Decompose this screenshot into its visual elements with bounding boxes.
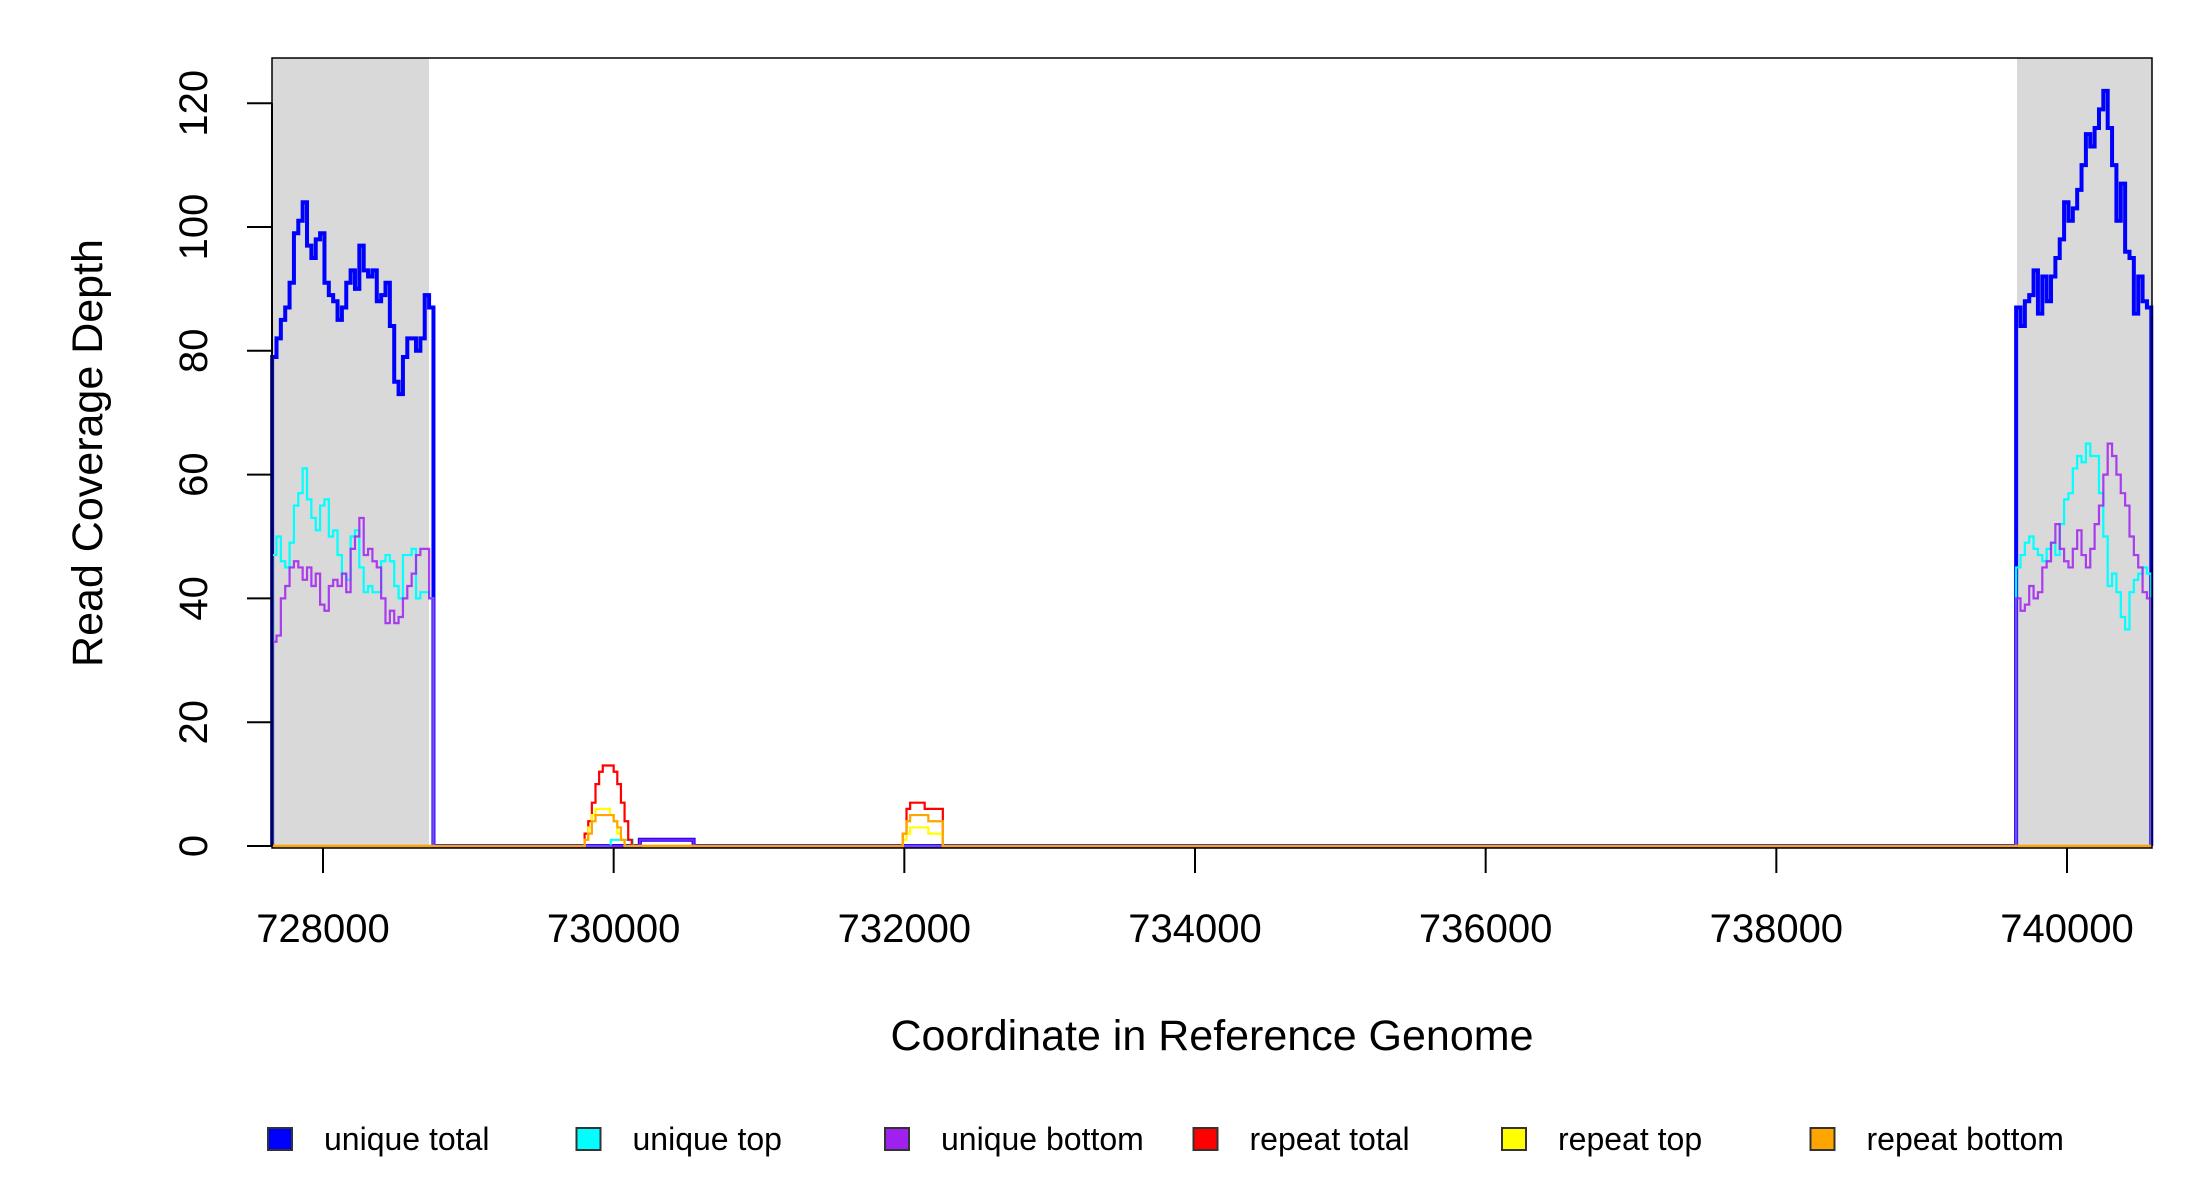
plot-frame — [271, 57, 2153, 849]
legend: unique total unique top unique bottom repea… — [267, 1121, 2064, 1157]
x-tick-label: 736000 — [1419, 907, 1552, 951]
x-tick-label: 734000 — [1128, 907, 1261, 951]
legend-label: repeat bottom — [1867, 1121, 2064, 1157]
x-axis: 728000 730000 732000 734000 736000 738000 7400… — [256, 848, 2134, 951]
legend-label: repeat top — [1558, 1121, 1702, 1157]
y-tick-label: 80 — [172, 329, 216, 374]
y-tick-label: 40 — [172, 576, 216, 621]
series-line-repeat-total — [272, 764, 2152, 848]
x-axis-title: Coordinate in Reference Genome — [891, 1012, 1534, 1060]
legend-swatch — [1501, 1127, 1527, 1151]
y-tick-label: 100 — [172, 194, 216, 261]
y-axis: 0 20 40 60 80 100 120 — [172, 70, 273, 857]
series-line-unique-total — [270, 88, 2154, 848]
series-line-repeat-bottom — [272, 813, 2152, 848]
legend-swatch — [1809, 1127, 1836, 1151]
legend-item-repeat-top: repeat top — [1501, 1121, 1702, 1157]
series-line-unique-bottom — [271, 442, 2153, 848]
legend-swatch — [267, 1127, 293, 1151]
legend-label: unique top — [633, 1121, 782, 1157]
legend-item-unique-total: unique total — [267, 1121, 489, 1157]
legend-item-repeat-total: repeat total — [1192, 1121, 1410, 1157]
legend-swatch — [884, 1127, 910, 1151]
series-line-repeat-top — [272, 807, 2152, 848]
x-tick-label: 732000 — [838, 907, 971, 951]
shaded-region — [271, 58, 429, 848]
x-tick-label: 730000 — [547, 907, 680, 951]
legend-item-unique-bottom: unique bottom — [884, 1121, 1144, 1157]
x-tick-label: 738000 — [1710, 907, 1843, 951]
y-axis-title: Read Coverage Depth — [64, 239, 112, 667]
series-lines — [270, 88, 2154, 848]
shaded-region — [2017, 58, 2153, 848]
x-tick-label: 740000 — [2000, 907, 2133, 951]
legend-label: unique total — [324, 1121, 489, 1157]
x-tick-label: 728000 — [256, 907, 389, 951]
legend-swatch — [1192, 1127, 1219, 1151]
series-line-unique-top — [271, 442, 2153, 848]
legend-swatch — [575, 1127, 602, 1151]
y-tick-label: 0 — [172, 835, 216, 857]
shaded-regions — [271, 58, 2153, 848]
y-tick-label: 20 — [172, 700, 216, 745]
y-tick-label: 120 — [172, 70, 216, 137]
legend-label: repeat total — [1250, 1121, 1410, 1157]
legend-item-repeat-bottom: repeat bottom — [1809, 1121, 2064, 1157]
legend-item-unique-top: unique top — [575, 1121, 782, 1157]
y-tick-label: 60 — [172, 452, 216, 497]
legend-label: unique bottom — [941, 1121, 1144, 1157]
